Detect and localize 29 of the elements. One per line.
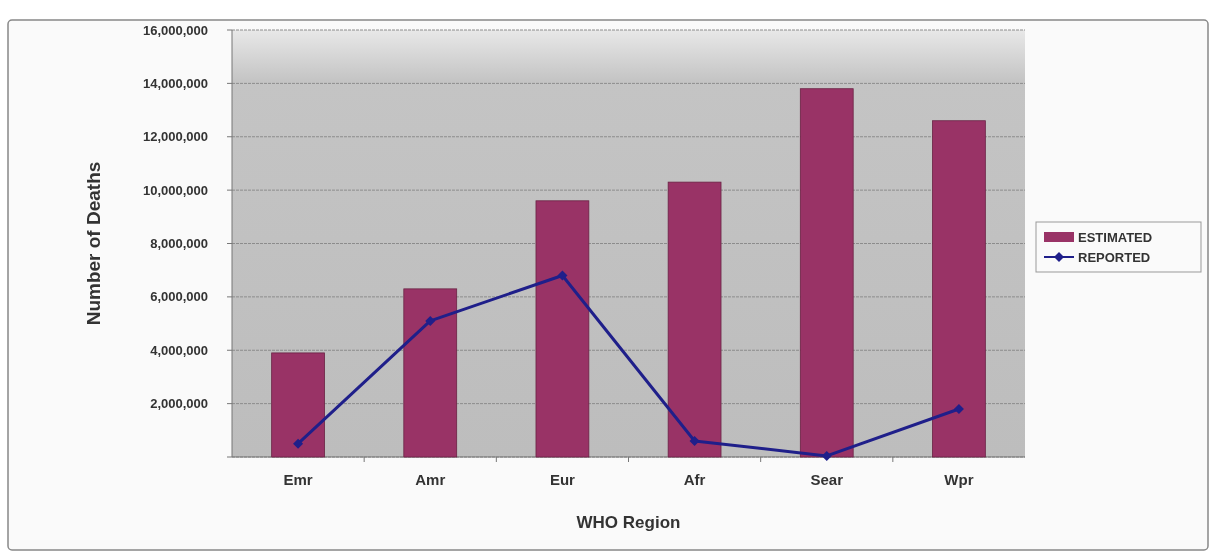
y-tick-label: 2,000,000 — [150, 396, 208, 412]
point — [293, 438, 304, 449]
x-tick-label: Sear — [810, 471, 844, 488]
bar — [271, 352, 325, 458]
y-tick-label: 14,000,000 — [142, 75, 208, 91]
y-axis-title: Number of Deaths — [83, 161, 104, 326]
x-axis-title: WHO Region — [576, 513, 681, 532]
y-tick-label: 12,000,000 — [142, 129, 208, 145]
text: ESTIMATED — [1078, 229, 1153, 245]
bar — [932, 120, 986, 458]
x-tick-label: Wpr — [944, 471, 974, 488]
y-tick-label: 6,000,000 — [150, 289, 208, 305]
y-tick-label: 4,000,000 — [150, 342, 208, 358]
x-tick-label: Afr — [683, 471, 706, 488]
x-tick-label: Amr — [415, 471, 446, 488]
point — [689, 435, 700, 446]
bar — [403, 288, 458, 458]
bar — [667, 181, 722, 458]
point — [953, 403, 964, 414]
y-tick-label: 16,000,000 — [142, 22, 208, 38]
x-tick-label: Eur — [549, 471, 576, 488]
bar — [799, 88, 854, 458]
bar — [535, 200, 590, 458]
legend-label: REPORTED — [1078, 249, 1151, 265]
y-tick-label: 8,000,000 — [150, 236, 208, 252]
point — [425, 315, 436, 326]
x-tick-label: Emr — [283, 471, 313, 488]
point — [557, 270, 568, 281]
y-tick-label: 10,000,000 — [142, 182, 208, 198]
